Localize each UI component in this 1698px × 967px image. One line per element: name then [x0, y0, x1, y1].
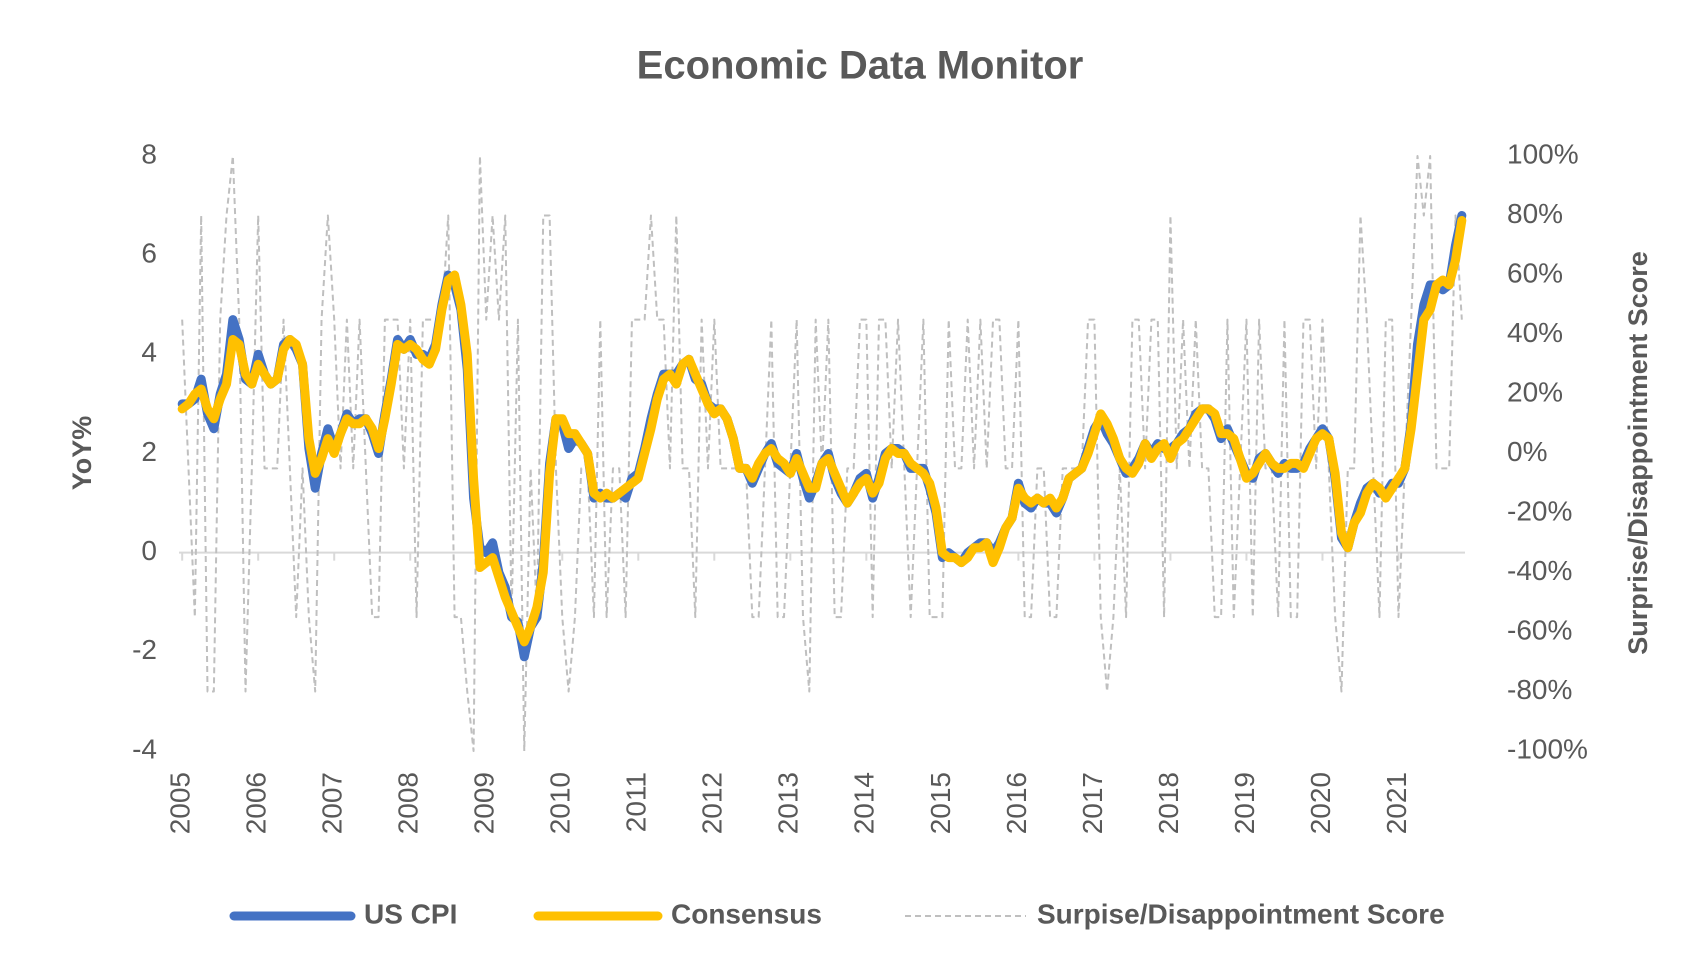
legend-label: Surpise/Disappointment Score — [1037, 898, 1445, 929]
legend-label: US CPI — [364, 898, 457, 929]
x-tick-label: 2008 — [393, 772, 424, 834]
x-tick-label: 2006 — [241, 772, 272, 834]
y-axis-title: YoY% — [67, 416, 97, 491]
y-tick-label: 6 — [141, 238, 157, 269]
chart-title: Economic Data Monitor — [637, 44, 1084, 88]
x-tick-label: 2021 — [1381, 772, 1412, 834]
y2-tick-label: 80% — [1507, 198, 1563, 229]
y2-tick-label: -40% — [1507, 555, 1572, 586]
x-tick-label: 2020 — [1305, 772, 1336, 834]
x-tick-label: 2007 — [317, 772, 348, 834]
x-tick-label: 2012 — [697, 772, 728, 834]
y2-tick-label: -80% — [1507, 674, 1572, 705]
y-tick-label: 4 — [141, 337, 157, 368]
y2-axis-title: Surprise/Disappointment Score — [1623, 251, 1653, 655]
y2-tick-label: -60% — [1507, 614, 1572, 645]
x-tick-label: 2014 — [849, 772, 880, 834]
x-tick-label: 2005 — [165, 772, 196, 834]
y2-tick-label: 0% — [1507, 436, 1547, 467]
y-tick-label: 8 — [141, 138, 157, 169]
y-tick-label: 0 — [141, 535, 157, 566]
y2-tick-label: -100% — [1507, 733, 1588, 764]
y2-tick-label: 20% — [1507, 376, 1563, 407]
x-tick-label: 2018 — [1153, 772, 1184, 834]
y-tick-label: -4 — [132, 733, 157, 764]
x-tick-label: 2019 — [1229, 772, 1260, 834]
y-tick-label: 2 — [141, 436, 157, 467]
x-tick-label: 2013 — [773, 772, 804, 834]
y2-tick-label: 40% — [1507, 317, 1563, 348]
series-line — [177, 215, 1467, 647]
x-tick-label: 2010 — [545, 772, 576, 834]
x-tick-label: 2015 — [925, 772, 956, 834]
y-tick-label: -2 — [132, 634, 157, 665]
x-tick-label: 2009 — [469, 772, 500, 834]
x-tick-label: 2011 — [621, 772, 652, 832]
y2-tick-label: -20% — [1507, 495, 1572, 526]
x-tick-label: 2016 — [1001, 772, 1032, 834]
y2-tick-label: 100% — [1507, 138, 1579, 169]
x-tick-label: 2017 — [1077, 772, 1108, 834]
legend-label: Consensus — [671, 898, 822, 929]
y2-tick-label: 60% — [1507, 257, 1563, 288]
